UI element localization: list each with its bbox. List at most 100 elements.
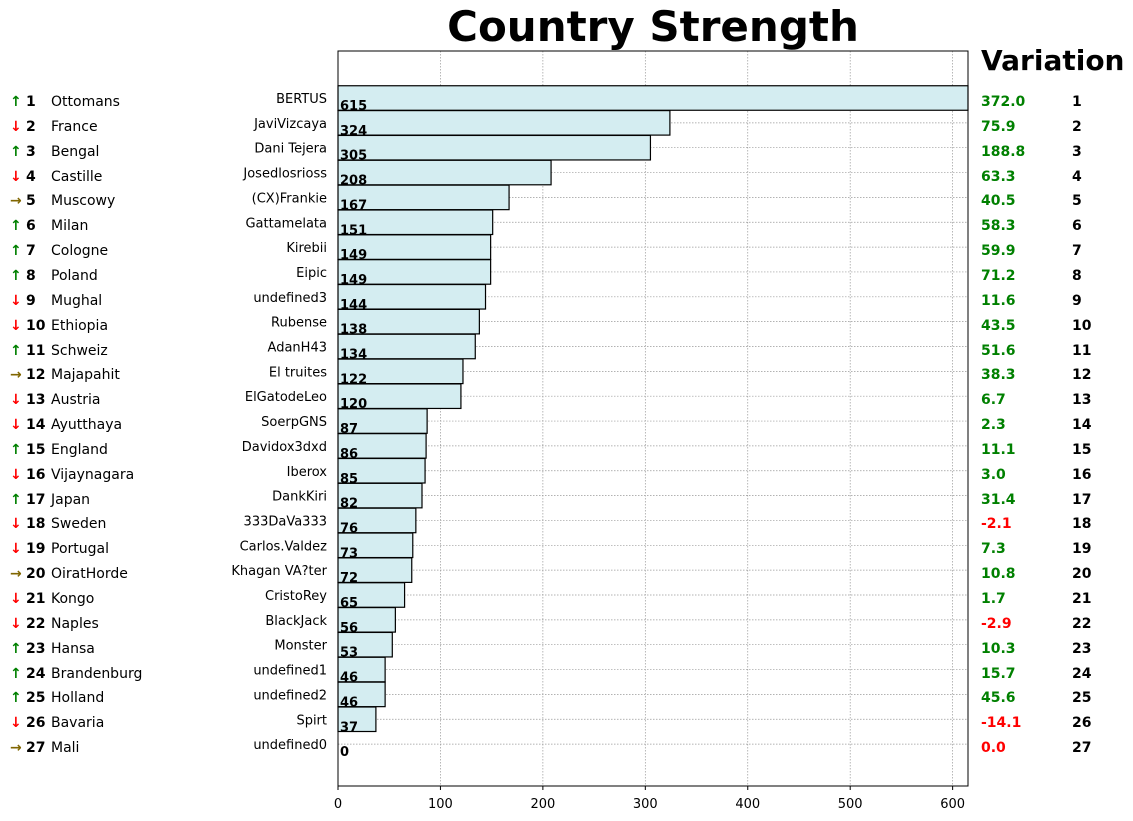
- ranking-rank: 24: [26, 665, 46, 682]
- variation-value: 51.6: [981, 342, 1016, 359]
- x-tick-label: 100: [428, 797, 453, 812]
- y-tick-label: JaviVizcaya: [253, 117, 327, 132]
- bar: [337, 234, 492, 260]
- variation-rank: 18: [1072, 516, 1092, 533]
- bar-value-label: 82: [340, 497, 358, 512]
- arrow-down-icon: ↓: [10, 466, 22, 483]
- ranking-rank: 10: [26, 317, 46, 334]
- variation-value: 58.3: [981, 218, 1016, 235]
- variation-value: 31.4: [981, 491, 1016, 508]
- variation-value: 10.3: [981, 640, 1016, 657]
- ranking-rank: 8: [26, 267, 36, 284]
- x-tick-label: 300: [633, 797, 658, 812]
- arrow-up-icon: ↑: [10, 143, 22, 160]
- arrow-up-icon: ↑: [10, 267, 22, 284]
- variation-list: 372.0 1 75.9 2 188.8 3 63.3 4 40.5 5 58.3 6 59.9 7 71.…: [975, 0, 1133, 821]
- ranking-rank: 25: [26, 690, 46, 707]
- ranking-country: England: [51, 441, 108, 458]
- ranking-rank: 1: [26, 94, 36, 110]
- variation-rank: 10: [1072, 317, 1092, 334]
- y-tick-label: Davidox3dxd: [242, 440, 327, 455]
- ranking-country: OiratHorde: [51, 566, 128, 583]
- ranking-country: Portugal: [51, 541, 109, 558]
- ranking-country: Poland: [51, 267, 98, 284]
- ranking-country: Vijaynagara: [51, 466, 135, 483]
- y-tick-label: SoerpGNS: [261, 415, 327, 430]
- ranking-country: Hansa: [51, 640, 95, 657]
- arrow-down-icon: ↓: [10, 317, 22, 334]
- arrow-right-icon: →: [10, 566, 22, 583]
- x-tick-label: 400: [735, 797, 760, 812]
- ranking-rank: 13: [26, 392, 46, 409]
- ranking-country: Austria: [51, 392, 101, 409]
- variation-value: 11.6: [981, 292, 1016, 309]
- y-tick-label: Dani Tejera: [254, 142, 327, 157]
- variation-rank: 26: [1072, 715, 1092, 732]
- arrow-up-icon: ↑: [10, 94, 22, 110]
- bar: [337, 507, 417, 534]
- ranking-rank: 21: [26, 591, 46, 607]
- bars: [337, 85, 969, 733]
- bar-value-label: 46: [340, 695, 358, 710]
- variation-value: 71.2: [981, 267, 1016, 284]
- variation-rank: 22: [1072, 615, 1092, 632]
- variation-rank: 25: [1072, 690, 1092, 707]
- bar-value-label: 149: [340, 248, 367, 263]
- arrow-down-icon: ↓: [10, 168, 22, 185]
- bar: [337, 532, 414, 559]
- y-tick-label: AdanH43: [268, 341, 327, 356]
- ranking-rank: 2: [26, 118, 36, 135]
- variation-rank: 20: [1072, 566, 1092, 583]
- y-tick-label: DankKiri: [272, 490, 327, 505]
- x-tick-label: 200: [530, 797, 555, 812]
- ranking-rank: 14: [26, 417, 46, 434]
- y-tick-label: CristoRey: [265, 589, 327, 604]
- ranking-rank: 27: [26, 740, 46, 757]
- variation-value: 1.7: [981, 591, 1006, 607]
- variation-rank: 3: [1072, 143, 1082, 160]
- y-tick-label: Iberox: [287, 465, 328, 480]
- bar-value-label: 134: [340, 348, 367, 363]
- ranking-rank: 23: [26, 640, 46, 657]
- chart-title: Country Strength: [447, 2, 859, 51]
- y-tick-label: (CX)Frankie: [252, 191, 327, 206]
- ranking-rank: 7: [26, 243, 36, 260]
- bar-labels: 615 BERTUS 324 JaviVizcaya 305 Dani Tejera 208…: [231, 92, 367, 760]
- y-tick-label: 333DaVa333: [244, 514, 327, 529]
- variation-rank: 17: [1072, 491, 1092, 508]
- variation-rank: 4: [1072, 168, 1082, 185]
- bar: [337, 308, 480, 335]
- arrow-down-icon: ↓: [10, 417, 22, 434]
- y-tick-label: Khagan VA?ter: [231, 564, 327, 579]
- variation-rank: 24: [1072, 665, 1092, 682]
- ranking-country: Majapahit: [51, 367, 120, 384]
- y-tick-label: Carlos.Valdez: [240, 539, 328, 554]
- variation-value: 40.5: [981, 193, 1016, 210]
- bar-value-label: 0: [340, 745, 349, 760]
- variation-rank: 16: [1072, 466, 1092, 483]
- variation-rank: 14: [1072, 417, 1092, 434]
- ranking-country: Castille: [51, 168, 103, 185]
- country-ranking-list: ↑ 1 Ottomans ↓ 2 France ↑ 3 Bengal ↓ 4 Castille → 5 Mu…: [0, 0, 200, 821]
- arrow-right-icon: →: [10, 367, 22, 384]
- variation-rank: 13: [1072, 392, 1092, 409]
- arrow-down-icon: ↓: [10, 392, 22, 409]
- variation-value: 38.3: [981, 367, 1016, 384]
- y-tick-label: undefined1: [253, 664, 327, 679]
- ranking-rank: 20: [26, 566, 46, 583]
- arrow-down-icon: ↓: [10, 715, 22, 732]
- y-tick-label: undefined3: [253, 291, 327, 306]
- ranking-rank: 12: [26, 367, 46, 384]
- bar-value-label: 85: [340, 472, 358, 487]
- variation-value: 3.0: [981, 466, 1006, 483]
- ranking-country: Naples: [51, 615, 99, 632]
- ranking-rank: 15: [26, 441, 46, 458]
- variation-value: 7.3: [981, 541, 1006, 558]
- variation-value: 11.1: [981, 441, 1016, 458]
- ranking-rank: 4: [26, 168, 36, 185]
- ranking-country: France: [51, 118, 98, 135]
- variation-rank: 19: [1072, 541, 1092, 558]
- bar-value-label: 167: [340, 198, 367, 213]
- bar-value-label: 122: [340, 372, 367, 387]
